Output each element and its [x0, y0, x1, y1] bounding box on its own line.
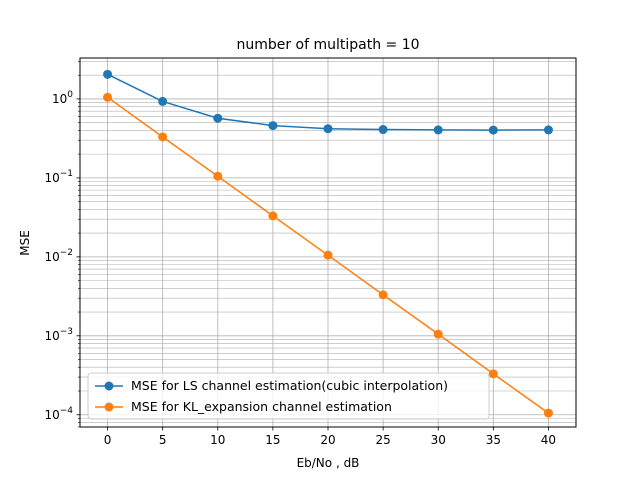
data-point-s1: [378, 290, 388, 300]
x-tick-label: 20: [320, 433, 335, 447]
x-tick-label: 25: [375, 433, 390, 447]
data-point-s0: [268, 121, 278, 131]
y-tick-label: 10−1: [44, 169, 73, 185]
x-tick-label: 0: [104, 433, 112, 447]
data-point-s0: [158, 96, 168, 106]
x-tick-label: 15: [265, 433, 280, 447]
data-point-s0: [213, 113, 223, 123]
data-point-s1: [543, 408, 553, 418]
x-tick-label: 40: [541, 433, 556, 447]
data-point-s1: [433, 329, 443, 339]
grid: [80, 58, 576, 428]
x-tick-label: 35: [486, 433, 501, 447]
y-tick-label: 10−2: [44, 248, 73, 264]
legend-frame: [87, 372, 490, 420]
data-point-s0: [103, 69, 113, 79]
legend-label-ls: MSE for LS channel estimation(cubic inte…: [131, 378, 448, 393]
legend-label-kl: MSE for KL_expansion channel estimation: [131, 399, 392, 414]
x-tick-label: 10: [210, 433, 225, 447]
data-point-s1: [213, 171, 223, 181]
y-axis-label: MSE: [18, 230, 32, 256]
data-point-s1: [323, 250, 333, 260]
data-point-s0: [488, 125, 498, 135]
data-point-s0: [433, 125, 443, 135]
y-tick-label: 10−3: [44, 327, 73, 343]
legend: MSE for LS channel estimation(cubic inte…: [87, 372, 490, 420]
data-point-s1: [103, 92, 113, 102]
x-tick-label: 30: [431, 433, 446, 447]
x-axis-label: Eb/No , dB: [297, 456, 360, 470]
data-point-s1: [488, 369, 498, 379]
y-axis: 100 10−1 10−2 10−3 10−4: [44, 60, 80, 428]
x-axis: 0 5 10 15 20 25 30 35 40: [104, 427, 556, 447]
data-point-s0: [323, 124, 333, 134]
series-layer: [103, 69, 553, 418]
y-tick-label: 100: [52, 90, 73, 106]
legend-marker-kl: [104, 402, 114, 412]
chart-title: number of multipath = 10: [236, 37, 419, 53]
data-point-s0: [378, 125, 388, 135]
data-point-s1: [158, 132, 168, 142]
legend-marker-ls: [104, 381, 114, 391]
x-tick-label: 5: [159, 433, 167, 447]
data-point-s1: [268, 211, 278, 221]
data-point-s0: [543, 125, 553, 135]
y-tick-label: 10−4: [44, 406, 73, 422]
